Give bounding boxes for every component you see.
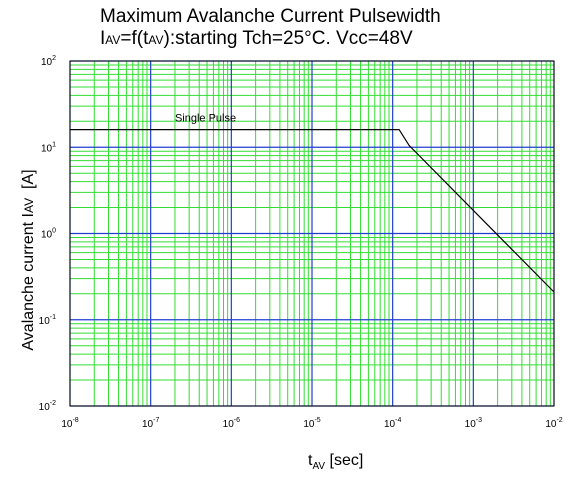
- series-line-single-pulse: [70, 129, 555, 293]
- x-tick-label: 10-3: [465, 417, 482, 430]
- y-tick-label: 101: [41, 141, 56, 154]
- x-axis-label: tAV [sec]: [308, 452, 363, 472]
- plot-frame: [69, 60, 555, 407]
- x-tick-label: 10-8: [61, 417, 78, 430]
- x-tick-label: 10-2: [545, 417, 562, 430]
- x-axis-label-t: t: [308, 452, 313, 469]
- title-f-t: =f(t: [120, 28, 149, 49]
- title-i: I: [100, 28, 106, 49]
- y-tick-label: 10-2: [39, 400, 56, 413]
- y-tick-label: 10-1: [39, 314, 56, 327]
- title-av-sub-2: AV: [148, 33, 164, 47]
- y-tick-label: 100: [41, 228, 56, 241]
- title-conditions: ):starting Tch=25°C. Vcc=48V: [163, 28, 413, 49]
- x-axis-label-unit: [sec]: [325, 452, 364, 469]
- title-av-sub-1: AV: [105, 33, 121, 47]
- x-tick-label: 10-5: [303, 417, 320, 430]
- annotation-single-pulse: Single Pulse: [175, 112, 236, 124]
- x-tick-label: 10-7: [142, 417, 159, 430]
- x-tick-label: 10-4: [384, 417, 401, 430]
- y-tick-label: 102: [41, 55, 56, 68]
- chart-title-line1: Maximum Avalanche Current Pulsewidth: [100, 6, 441, 27]
- x-axis-label-sub: AV: [312, 461, 326, 473]
- x-tick-label: 10-6: [223, 417, 240, 430]
- chart-title-line2: IAV=f(tAV):starting Tch=25°C. Vcc=48V: [100, 29, 413, 50]
